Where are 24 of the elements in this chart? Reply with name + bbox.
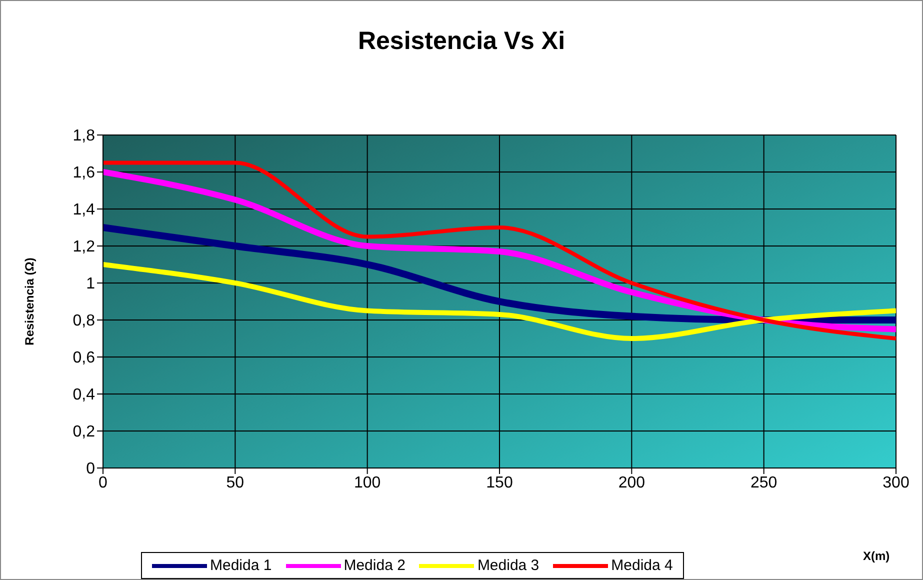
- x-tick-label: 0: [98, 474, 108, 492]
- y-tick-label: 0: [86, 460, 96, 478]
- x-tick-label: 300: [882, 474, 910, 492]
- chart-title: Resistencia Vs Xi: [356, 27, 566, 56]
- y-axis-title: Resistencia (Ω): [22, 258, 36, 346]
- x-tick-label: 100: [354, 474, 381, 492]
- y-tick-label: 1,8: [72, 128, 96, 145]
- y-tick-label: 1: [86, 276, 96, 293]
- legend-label: Medida 2: [342, 557, 406, 574]
- y-tick-label: 0,8: [72, 312, 96, 330]
- x-tick-label: 250: [750, 474, 778, 492]
- legend-label: Medida 1: [209, 557, 272, 574]
- legend-label: Medida 3: [476, 557, 540, 574]
- legend-label: Medida 4: [610, 557, 673, 574]
- x-tick-label: 200: [618, 474, 646, 492]
- y-tick-label: 0,4: [72, 386, 96, 404]
- y-tick-label: 0,2: [72, 424, 96, 441]
- x-tick-label: 50: [226, 474, 244, 492]
- y-tick-label: 1,4: [72, 202, 96, 219]
- y-tick-label: 1,2: [72, 238, 96, 256]
- x-axis-title: X(m): [863, 549, 890, 563]
- y-tick-label: 0,6: [72, 350, 96, 367]
- x-tick-label: 150: [486, 474, 513, 492]
- y-tick-label: 1,6: [72, 164, 96, 182]
